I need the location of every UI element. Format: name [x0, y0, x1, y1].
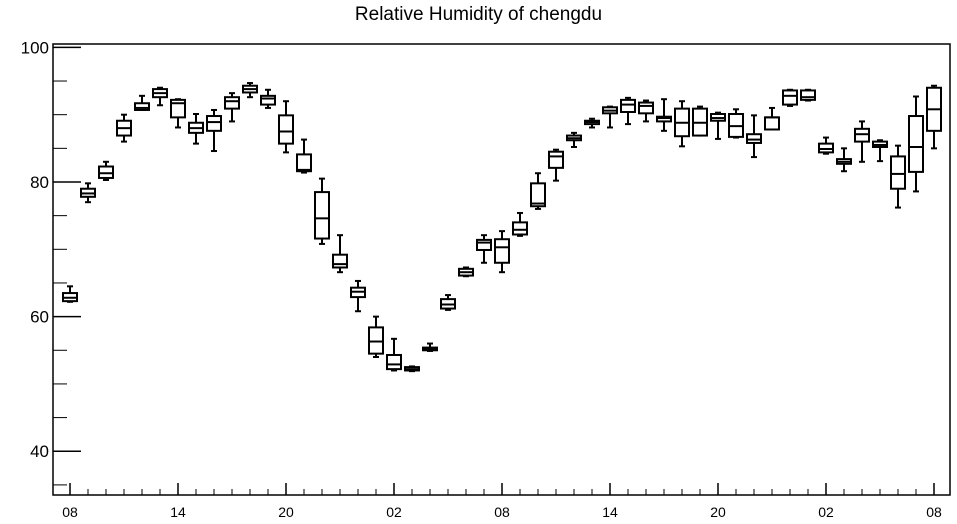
box-item [512, 211, 528, 237]
box-item [566, 131, 582, 148]
box-item [818, 136, 834, 155]
box-item [836, 147, 852, 173]
box-item [710, 111, 726, 140]
box-item [746, 114, 762, 159]
box-item [62, 285, 78, 303]
box-item [476, 234, 492, 264]
box-rect [764, 116, 780, 131]
box-rect [494, 238, 510, 264]
box-item [890, 144, 906, 209]
box-item [80, 182, 96, 204]
box-item [926, 84, 942, 150]
x-tick-label: 20 [710, 504, 726, 520]
x-axis: 08 14 20 02 08 14 20 02 08 [62, 483, 942, 520]
box-item [458, 266, 474, 278]
box-rect [854, 127, 870, 143]
x-tick-label: 08 [62, 504, 78, 520]
box-item [386, 337, 402, 372]
box-item [674, 100, 690, 148]
box-item [206, 108, 222, 153]
box-rect [368, 326, 384, 355]
x-tick-label: 14 [602, 504, 618, 520]
box-rect [314, 191, 330, 240]
box-item [278, 100, 294, 154]
box-series [62, 82, 942, 373]
box-item [98, 160, 114, 181]
box-rect [98, 165, 114, 179]
box-item [782, 88, 798, 107]
x-tick-label: 08 [926, 504, 942, 520]
box-item [728, 108, 744, 139]
box-item [368, 315, 384, 359]
x-tick-label: 02 [386, 504, 402, 520]
box-item [152, 86, 168, 107]
y-tick-label: 40 [30, 442, 49, 461]
y-tick-label: 100 [21, 38, 49, 57]
box-rect [548, 150, 564, 169]
box-item [350, 279, 366, 313]
box-item [224, 92, 240, 123]
box-item [602, 105, 618, 129]
box-rect [638, 101, 654, 115]
x-tick-label: 20 [278, 504, 294, 520]
box-item [260, 88, 276, 109]
box-item [296, 138, 312, 174]
box-item [440, 294, 456, 311]
box-rect [224, 96, 240, 110]
chart-title: Relative Humidity of chengdu [354, 4, 603, 25]
box-rect [260, 94, 276, 106]
box-item [134, 94, 150, 111]
box-rect [332, 253, 348, 269]
box-rect [296, 153, 312, 173]
box-item [422, 342, 438, 352]
box-item [638, 99, 654, 123]
box-item [332, 234, 348, 274]
box-item [116, 113, 132, 143]
box-item [800, 88, 816, 102]
y-tick-label: 80 [30, 173, 49, 192]
box-rect [134, 102, 150, 111]
box-item [188, 113, 204, 145]
box-item [242, 82, 258, 99]
box-item [494, 230, 510, 274]
box-item [530, 172, 546, 210]
x-tick-label: 14 [170, 504, 186, 520]
box-item [584, 117, 600, 129]
box-item [692, 105, 708, 137]
box-rect [818, 142, 834, 154]
box-rect [170, 98, 186, 119]
box-rect [530, 182, 546, 208]
box-rect [386, 353, 402, 371]
box-item [170, 98, 186, 129]
box-item [656, 98, 672, 132]
x-tick-label: 08 [494, 504, 510, 520]
box-rect [908, 115, 924, 173]
box-item [908, 95, 924, 193]
box-rect [476, 238, 492, 251]
box-rect [620, 98, 636, 113]
x-tick-label: 02 [818, 504, 834, 520]
y-axis: 40 60 80 100 [21, 38, 81, 486]
box-rect [800, 89, 816, 101]
box-item [854, 120, 870, 163]
box-item [872, 139, 888, 163]
box-rect [656, 115, 672, 123]
box-item [764, 106, 780, 131]
box-item [548, 148, 564, 182]
box-item [620, 96, 636, 126]
box-item [404, 365, 420, 373]
box-rect [746, 133, 762, 144]
box-rect [890, 155, 906, 190]
box-rect [206, 115, 222, 132]
box-rect [278, 114, 294, 145]
box-item [314, 177, 330, 245]
y-tick-label: 60 [30, 308, 49, 327]
box-rect [782, 89, 798, 106]
box-rect [512, 221, 528, 236]
